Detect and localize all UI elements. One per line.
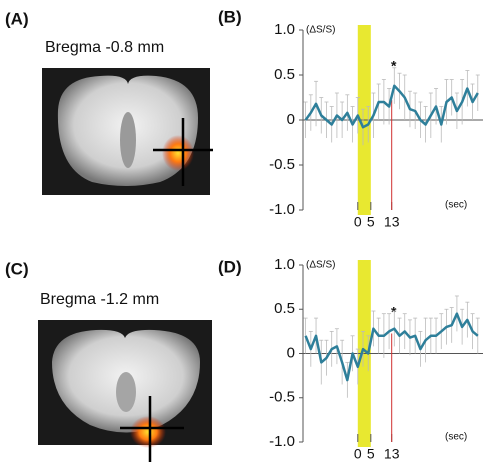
x-axis-label: (sec): [445, 200, 467, 211]
panel-label: (A): [5, 9, 29, 28]
brain-image: [38, 320, 212, 462]
image-caption: Bregma -0.8 mm: [45, 39, 164, 56]
x-tick-label: 0: [354, 214, 362, 230]
x-tick-label: 0: [354, 446, 362, 462]
panel-label: (D): [218, 257, 242, 276]
y-tick-label: 1.0: [274, 256, 295, 273]
panel-label: (C): [5, 259, 29, 278]
brain-image: [42, 68, 213, 195]
x-tick-label: 5: [367, 446, 375, 462]
y-tick-label: -0.5: [269, 389, 295, 406]
y-tick-label: -0.5: [269, 156, 295, 173]
data-line: [304, 84, 479, 129]
y-tick-label: -1.0: [269, 201, 295, 218]
annotation: *: [391, 58, 397, 74]
x-axis-label: (sec): [445, 432, 467, 443]
y-tick-label: 0: [287, 344, 295, 361]
y-tick-label: 0: [287, 111, 295, 128]
y-tick-label: 0.5: [274, 300, 295, 317]
x-tick-label: 13: [384, 214, 400, 230]
image-caption: Bregma -1.2 mm: [40, 291, 159, 308]
panel-label: (B): [218, 7, 242, 26]
x-tick-label: 13: [384, 446, 400, 462]
y-tick-label: 0.5: [274, 66, 295, 83]
x-tick-label: 5: [367, 214, 375, 230]
y-tick-label: 1.0: [274, 21, 295, 38]
data-line: [304, 312, 479, 382]
y-axis-label: (ΔS/S): [306, 25, 335, 36]
y-axis-label: (ΔS/S): [306, 260, 335, 271]
y-tick-label: -1.0: [269, 433, 295, 450]
